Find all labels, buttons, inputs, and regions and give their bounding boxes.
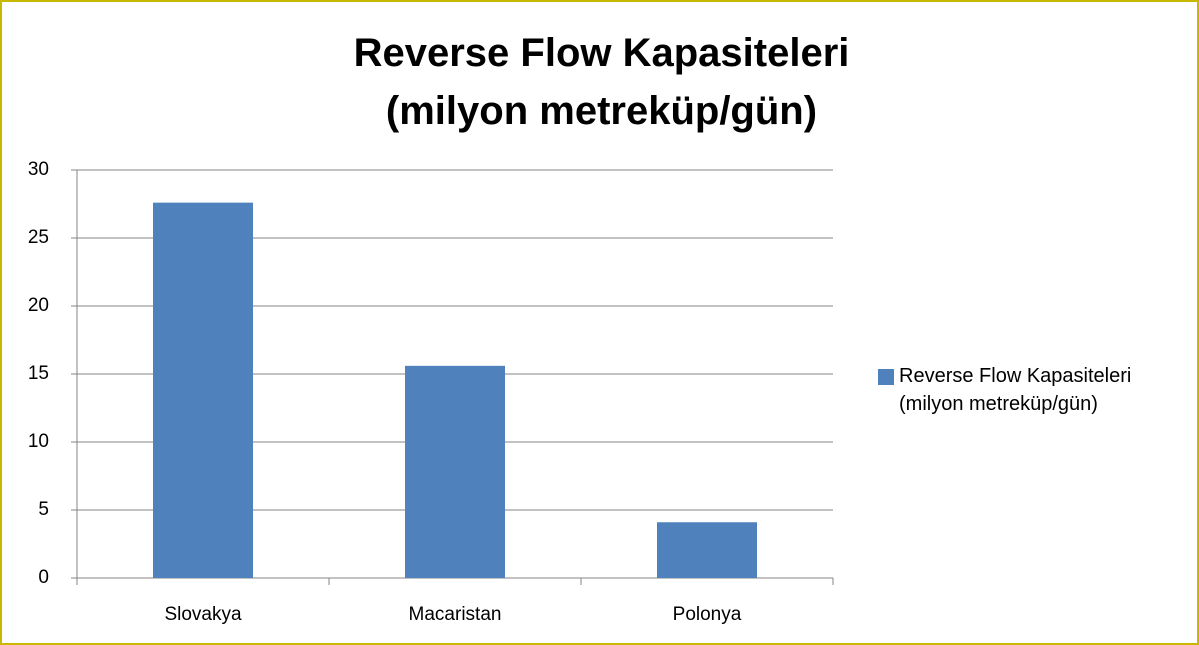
y-tick-label: 10 [28,431,49,452]
y-tick-label: 5 [38,499,49,520]
y-tick-label: 20 [28,295,49,316]
y-tick-label: 25 [28,227,49,248]
legend-swatch [878,369,894,385]
legend: Reverse Flow Kapasiteleri (milyon metrek… [878,362,1189,418]
chart-title: Reverse Flow Kapasiteleri (milyon metrek… [353,31,850,133]
x-tick-label: Polonya [673,604,742,625]
y-tick-label: 0 [38,567,49,588]
legend-label: Reverse Flow Kapasiteleri (milyon metrek… [899,365,1132,415]
bar [153,202,253,578]
x-tick-label: Slovakya [164,604,242,625]
bar [657,522,757,578]
y-tick-label: 15 [28,363,49,384]
x-tick-label: Macaristan [409,604,502,625]
y-tick-label: 30 [28,159,49,180]
bar [405,365,505,578]
